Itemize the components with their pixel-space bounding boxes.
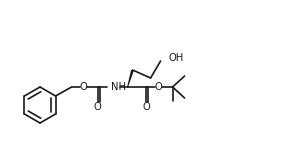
- Text: OH: OH: [168, 53, 184, 63]
- Polygon shape: [127, 70, 134, 87]
- Text: O: O: [80, 82, 88, 92]
- Text: O: O: [155, 82, 162, 92]
- Text: O: O: [94, 102, 101, 113]
- Text: O: O: [143, 102, 150, 113]
- Text: NH: NH: [111, 82, 126, 92]
